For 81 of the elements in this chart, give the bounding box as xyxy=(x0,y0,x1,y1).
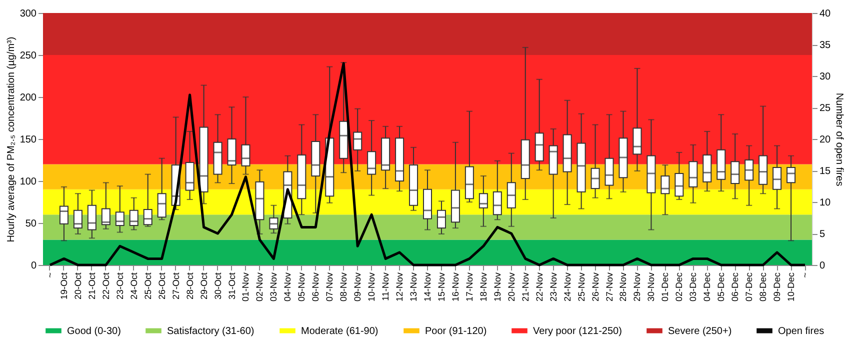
y-tick-label: 100 xyxy=(20,176,37,188)
y2-tick-label: 10 xyxy=(820,198,832,208)
x-tick-label: 15-Nov xyxy=(436,272,446,302)
x-tick-label: 20-Oct xyxy=(72,272,83,300)
y2-tick-label: 0 xyxy=(820,260,826,272)
x-tick-label: 30-Nov xyxy=(646,272,656,302)
legend-label: Very poor (121-250) xyxy=(533,326,622,337)
y2-tick-label: 5 xyxy=(820,229,826,240)
x-tick-label: 08-Dec xyxy=(758,272,768,302)
y2-tick-label: 40 xyxy=(820,8,832,20)
x-tick-label: 24-Oct xyxy=(128,272,139,300)
x-tick-label: ~ xyxy=(800,272,810,278)
x-tick-label: 20-Nov xyxy=(506,272,516,302)
x-tick-label: 26-Oct xyxy=(156,272,167,300)
x-tick-label: 13-Nov xyxy=(408,272,419,302)
y-tick-label: 0 xyxy=(30,260,37,272)
x-tick-label: 22-Nov xyxy=(534,272,544,302)
y2-tick-label: 25 xyxy=(820,103,832,114)
x-tick-label: 27-Nov xyxy=(604,272,614,302)
x-tick-label: 06-Dec xyxy=(730,272,740,302)
y2-tick-label: 20 xyxy=(820,134,832,146)
x-tick-label: 28-Oct xyxy=(184,272,195,300)
x-tick-label: 09-Nov xyxy=(352,272,363,302)
line-series xyxy=(48,62,806,266)
x-tick-label: 23-Nov xyxy=(548,272,558,302)
y2-tick-label: 35 xyxy=(820,40,832,51)
x-tick-label: 04-Nov xyxy=(282,272,293,302)
x-tick-label: 01-Dec xyxy=(660,272,670,302)
x-tick-label: 24-Nov xyxy=(562,272,572,302)
x-tick-label: 07-Nov xyxy=(324,272,335,302)
legend-label: Open fires xyxy=(778,326,824,337)
x-tick-label: 03-Dec xyxy=(688,272,698,302)
legend-label: Moderate (61-90) xyxy=(301,326,378,337)
x-tick-label: 02-Dec xyxy=(674,272,684,302)
x-tick-label: 01-Nov xyxy=(240,272,251,302)
x-tick-label: 10-Nov xyxy=(366,272,377,302)
y2-axis-title: Number of open fires xyxy=(834,92,845,186)
x-tick-label: ~ xyxy=(44,272,55,278)
x-tick-label: 25-Nov xyxy=(576,272,586,302)
x-tick-label: 29-Oct xyxy=(198,272,209,300)
x-tick-label: 28-Nov xyxy=(618,272,628,302)
x-tick-label: 26-Nov xyxy=(590,272,600,302)
y-tick-label: 150 xyxy=(20,134,37,146)
x-tick-label: 21-Nov xyxy=(520,272,530,302)
y-tick-label: 200 xyxy=(20,92,37,104)
x-tick-label: 30-Oct xyxy=(212,272,223,300)
x-tick-label: 05-Nov xyxy=(296,272,307,302)
x-tick-label: 16-Nov xyxy=(450,272,460,302)
y-tick-label: 300 xyxy=(20,8,37,20)
x-tick-label: 18-Nov xyxy=(478,272,488,302)
x-tick-label: 14-Nov xyxy=(422,272,432,302)
x-tick-label: 04-Dec xyxy=(702,272,712,302)
y-axis-title: Hourly average of PM₂.₅ concentration (µg/m³) xyxy=(6,36,17,242)
y2-tick-label: 15 xyxy=(820,166,832,177)
x-tick-label: 05-Dec xyxy=(716,272,726,302)
y2-tick-label: 30 xyxy=(820,72,832,82)
x-tick-label: 19-Oct xyxy=(58,272,69,300)
x-tick-label: 09-Dec xyxy=(772,272,782,302)
x-tick-label: 12-Nov xyxy=(394,272,405,302)
x-tick-label: 11-Nov xyxy=(380,272,391,301)
legend-label: Poor (91-120) xyxy=(425,326,487,337)
y-tick-label: 50 xyxy=(25,218,37,230)
x-tick-label: 31-Oct xyxy=(226,272,237,300)
legend-label: Good (0-30) xyxy=(67,326,121,337)
x-tick-label: 25-Oct xyxy=(142,272,153,300)
x-tick-label: 21-Oct xyxy=(86,272,97,300)
x-tick-label: 02-Nov xyxy=(254,272,265,302)
x-tick-label: 19-Nov xyxy=(492,272,502,302)
x-tick-label: 08-Nov xyxy=(338,272,349,302)
x-tick-label: 22-Oct xyxy=(100,272,111,300)
x-tick-label: 27-Oct xyxy=(170,272,181,300)
x-tick-label: 29-Nov xyxy=(632,272,642,302)
y-tick-label: 250 xyxy=(20,50,37,62)
legend-label: Satisfactory (31-60) xyxy=(167,326,254,337)
x-tick-label: 10-Dec xyxy=(786,272,796,302)
x-tick-label: 17-Nov xyxy=(464,272,474,302)
legend-label: Severe (250+) xyxy=(668,326,732,337)
x-tick-label: 23-Oct xyxy=(114,272,125,300)
x-tick-label: 07-Dec xyxy=(744,272,754,302)
x-tick-label: 06-Nov xyxy=(310,272,321,302)
x-tick-label: 03-Nov xyxy=(268,272,279,302)
